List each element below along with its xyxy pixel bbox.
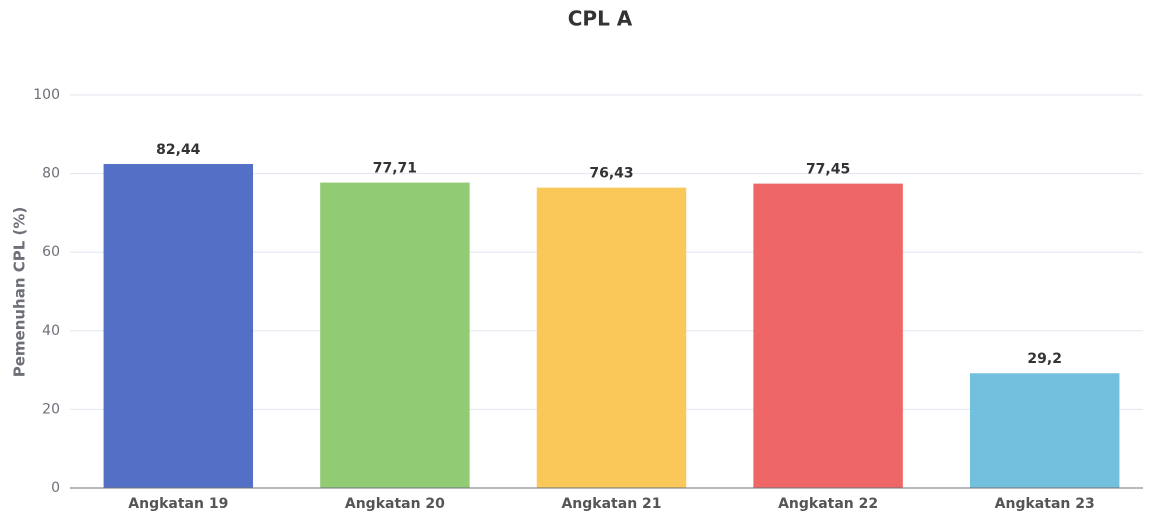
bar — [969, 373, 1120, 488]
x-tick-label: Angkatan 21 — [561, 496, 661, 512]
y-tick-label: 20 — [42, 401, 60, 417]
bar — [536, 187, 687, 488]
x-tick-label: Angkatan 20 — [345, 496, 445, 512]
bar — [320, 182, 470, 488]
x-tick-label: Angkatan 19 — [128, 496, 228, 512]
y-tick-label: 60 — [42, 244, 60, 260]
y-tick-label: 80 — [42, 166, 60, 182]
bar — [103, 164, 254, 488]
y-tick-label: 40 — [42, 323, 60, 339]
data-label: 29,2 — [1027, 351, 1062, 367]
data-label: 76,43 — [589, 166, 633, 182]
chart-title: CPL A — [568, 7, 633, 31]
bar — [753, 183, 903, 488]
x-tick-label: Angkatan 23 — [995, 496, 1095, 512]
x-tick-label: Angkatan 22 — [778, 496, 878, 512]
data-label: 77,45 — [806, 162, 850, 178]
y-axis-label: Pemenuhan CPL (%) — [11, 207, 29, 378]
data-label: 82,44 — [156, 142, 201, 158]
y-tick-label: 0 — [51, 480, 60, 496]
y-tick-label: 100 — [33, 87, 60, 103]
data-label: 77,71 — [373, 161, 417, 177]
